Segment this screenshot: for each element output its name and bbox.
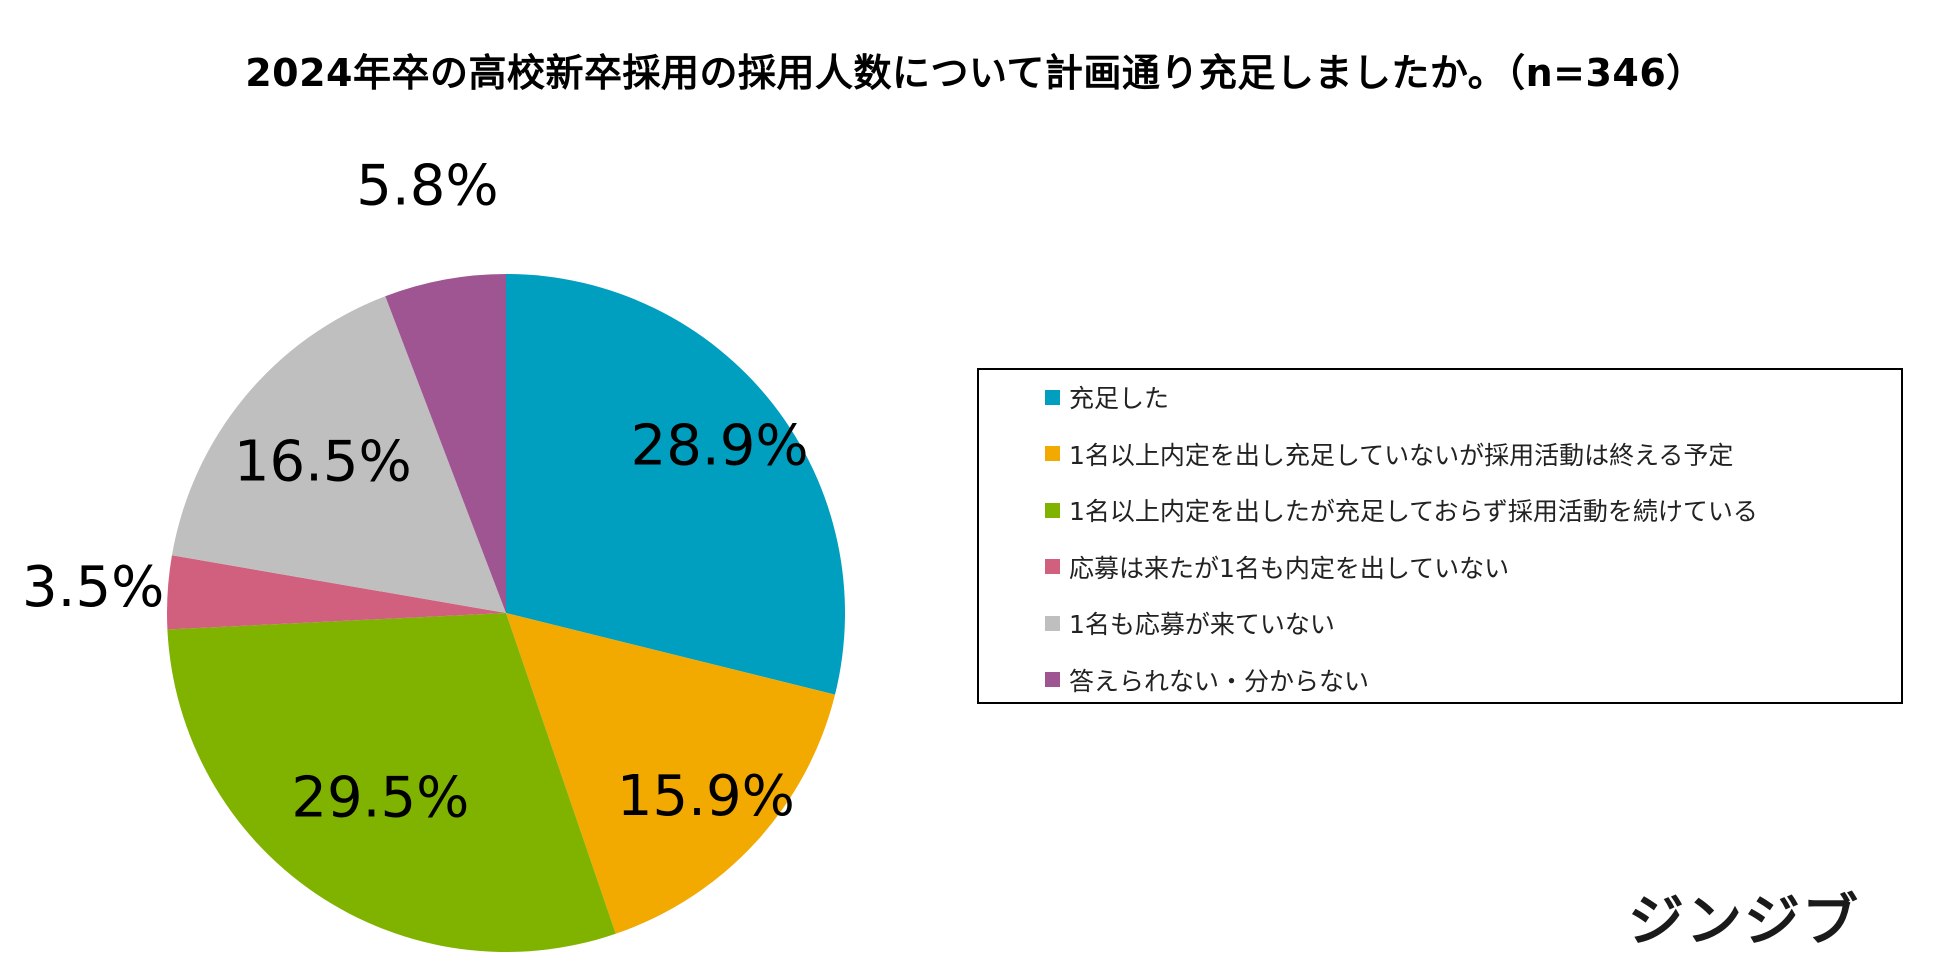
slice-data-label: 28.9% (631, 413, 809, 478)
slice-data-label: 29.5% (291, 766, 469, 831)
slice-data-label: 15.9% (617, 764, 795, 829)
slice-data-label: 3.5% (22, 555, 164, 620)
legend-item: 1名以上内定を出し充足していないが採用活動は終える予定 (1045, 439, 1734, 470)
legend-label: 答えられない・分からない (1069, 666, 1370, 696)
legend-swatch (1045, 615, 1060, 631)
legend-swatch (1045, 446, 1060, 461)
legend-swatch (1045, 389, 1060, 405)
legend-label: 1名以上内定を出し充足していないが採用活動は終える予定 (1069, 440, 1734, 470)
pie-slices (167, 274, 845, 952)
legend-item: 1名も応募が来ていない (1045, 608, 1335, 639)
pie-slice (167, 555, 507, 630)
legend-label: 充足した (1069, 384, 1170, 413)
legend-swatch (1045, 559, 1060, 574)
pie-slice (506, 613, 836, 934)
legend-item: 応募は来たが1名も内定を出していない (1045, 552, 1510, 583)
slice-data-label: 5.8% (356, 154, 498, 219)
legend: 充足した 1名以上内定を出し充足していないが採用活動は終える予定 1名以上内定を出し… (977, 368, 1903, 704)
pie-slice (167, 613, 616, 952)
legend-swatch (1045, 672, 1060, 687)
legend-label: 応募は来たが1名も内定を出していない (1069, 553, 1510, 583)
pie-labels: 28.9% 15.9% 29.5% 3.5% 16.5% 5.8% (22, 154, 809, 831)
pie-slice (171, 296, 506, 613)
legend-label: 1名も応募が来ていない (1069, 610, 1335, 639)
slice-data-label: 16.5% (234, 430, 412, 495)
legend-item: 1名以上内定を出したが充足しておらず採用活動を続けている (1045, 495, 1758, 526)
pie-slice (385, 274, 506, 613)
pie-slice (506, 274, 845, 695)
legend-swatch (1045, 502, 1060, 518)
brand-logo: ジンジブ (1628, 889, 1860, 954)
legend-item: 答えられない・分からない (1045, 665, 1370, 696)
chart-title: 2024年卒の高校新卒採用の採用人数について計画通り充足しましたか。（n=346… (245, 51, 1705, 95)
legend-item: 充足した (1045, 382, 1170, 413)
legend-label: 1名以上内定を出したが充足しておらず採用活動を続けている (1069, 497, 1758, 526)
